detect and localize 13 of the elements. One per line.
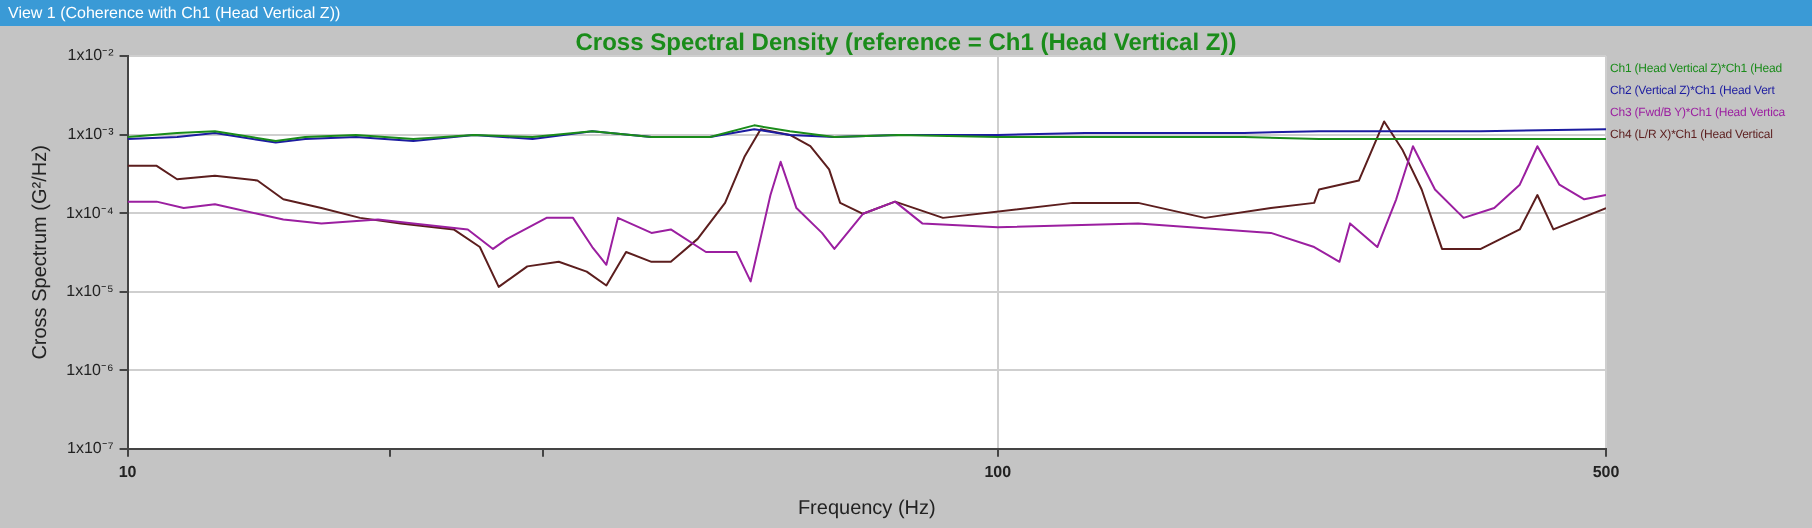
y-tick-label: 1x10⁻⁶ (66, 360, 114, 379)
y-tick-label: 1x10⁻³ (67, 124, 115, 143)
text: View 1 (Coherence with Ch1 (Head Vertical Z)) (0, 0, 1812, 26)
x-tick-label: 10 (118, 462, 138, 481)
y-tick-label: 1x10⁻² (67, 46, 115, 65)
y-axis-title: Cross Spectrum (G²/Hz) (29, 145, 52, 360)
x-axis-title: Frequency (Hz) (797, 497, 936, 520)
x-tick-label: 100 (984, 462, 1013, 481)
y-tick-label: 1x10⁻⁷ (67, 439, 114, 458)
chart-title: Cross Spectral Density (reference = Ch1 (Head Vertical Z)) (575, 28, 1237, 56)
x-tick-label: 500 (1592, 462, 1621, 481)
y-tick-label: 1x10⁻⁴ (65, 203, 115, 222)
y-tick-label: 1x10⁻⁵ (66, 282, 114, 301)
